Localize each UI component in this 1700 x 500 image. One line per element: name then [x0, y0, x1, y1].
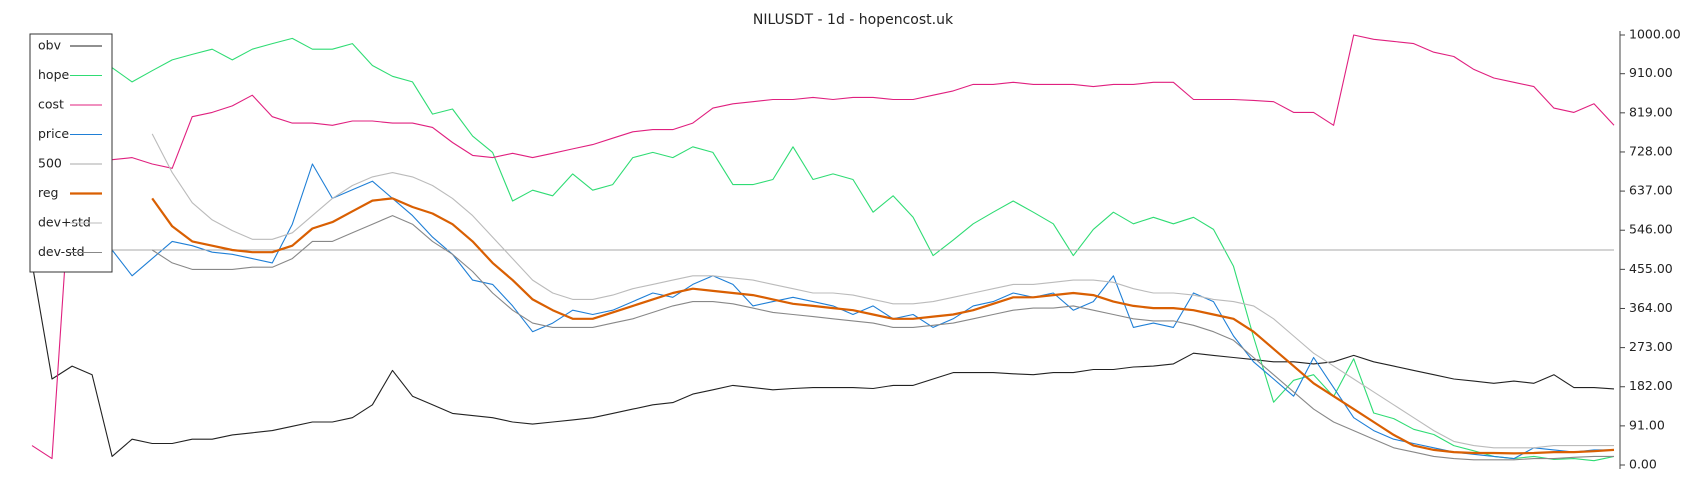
- y-tick-label: 273.00: [1629, 339, 1673, 354]
- y-tick-label: 910.00: [1629, 65, 1673, 80]
- y-tick-label: 455.00: [1629, 261, 1673, 276]
- legend-label: cost: [38, 97, 64, 112]
- legend-label: obv: [38, 38, 62, 53]
- series-line: [31, 262, 1615, 457]
- y-tick-label: 819.00: [1629, 104, 1673, 119]
- y-tick-label: 0.00: [1629, 457, 1657, 472]
- y-tick-label: 728.00: [1629, 143, 1673, 158]
- series-line: [91, 163, 1614, 460]
- legend-label: dev-std: [38, 244, 85, 259]
- legend-label: reg: [38, 185, 59, 200]
- series-line: [151, 197, 1615, 455]
- y-tick-label: 546.00: [1629, 222, 1673, 237]
- legend: obv hope cost price 500 reg dev+std dev-std: [29, 33, 113, 273]
- legend-label: dev+std: [38, 215, 91, 230]
- legend-label: hope: [38, 67, 70, 82]
- legend-label: 500: [38, 156, 62, 171]
- y-tick-label: 91.00: [1629, 417, 1665, 432]
- series-line: [151, 215, 1614, 461]
- y-tick-label: 637.00: [1629, 183, 1673, 198]
- y-tick-label: 1000.00: [1629, 27, 1681, 42]
- y-tick-label: 182.00: [1629, 378, 1673, 393]
- chart-title: NILUSDT - 1d - hopencost.uk: [753, 12, 954, 28]
- y-tick-label: 364.00: [1629, 300, 1673, 315]
- legend-label: price: [38, 126, 69, 141]
- legend-box: [29, 33, 113, 273]
- series-line: [72, 37, 1615, 462]
- series-line: [151, 133, 1614, 449]
- series-line: [31, 34, 1615, 460]
